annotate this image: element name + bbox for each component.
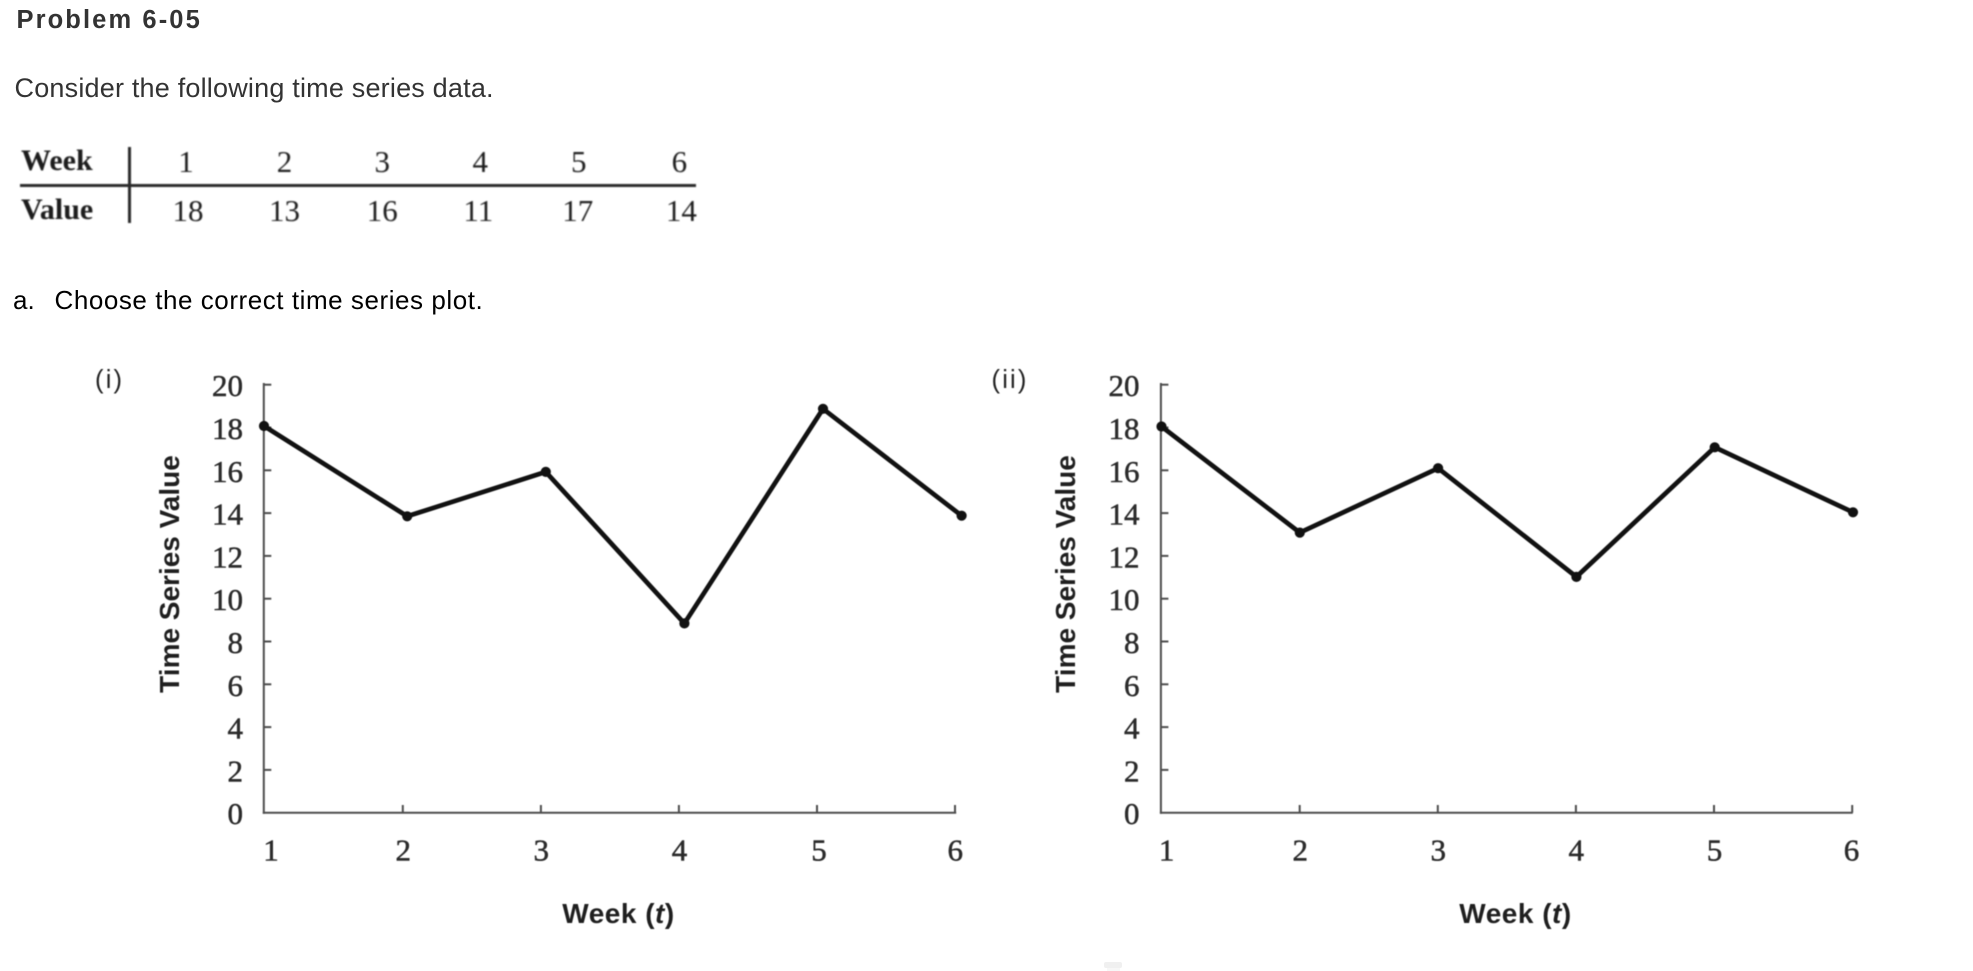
svg-text:14: 14 [212,497,244,532]
svg-text:Time Series Value: Time Series Value [154,455,185,693]
svg-text:16: 16 [212,454,243,489]
svg-text:3: 3 [1430,833,1446,868]
svg-text:16: 16 [1109,454,1140,489]
svg-text:5: 5 [1707,833,1723,868]
svg-text:4: 4 [1569,833,1585,868]
svg-text:Week (t): Week (t) [562,898,674,929]
svg-text:2: 2 [1124,753,1140,788]
svg-text:1: 1 [263,833,279,868]
svg-text:10: 10 [212,582,243,617]
svg-text:6: 6 [1844,833,1860,868]
svg-text:18: 18 [212,411,243,446]
svg-text:12: 12 [212,539,243,574]
svg-text:20: 20 [212,368,243,403]
svg-text:6: 6 [228,668,244,703]
svg-text:0: 0 [228,796,244,831]
svg-text:8: 8 [228,625,244,660]
svg-text:2: 2 [396,833,412,868]
svg-text:4: 4 [672,833,688,868]
svg-text:5: 5 [811,833,827,868]
svg-text:6: 6 [948,833,964,868]
svg-text:4: 4 [1124,711,1140,746]
svg-text:6: 6 [1124,668,1140,703]
svg-text:18: 18 [1109,411,1140,446]
svg-text:2: 2 [228,753,244,788]
svg-text:Week (t): Week (t) [1459,898,1571,929]
svg-text:4: 4 [228,711,244,746]
svg-text:1: 1 [1159,833,1175,868]
svg-text:10: 10 [1109,582,1140,617]
svg-text:3: 3 [534,833,550,868]
svg-text:Time Series Value: Time Series Value [1050,455,1081,693]
svg-text:8: 8 [1124,625,1140,660]
svg-text:(ii): (ii) [992,366,1029,394]
svg-text:0: 0 [1124,796,1140,831]
svg-text:(i): (i) [95,366,124,394]
svg-text:14: 14 [1109,497,1141,532]
svg-text:12: 12 [1109,539,1140,574]
svg-text:2: 2 [1292,833,1308,868]
svg-text:20: 20 [1109,368,1140,403]
